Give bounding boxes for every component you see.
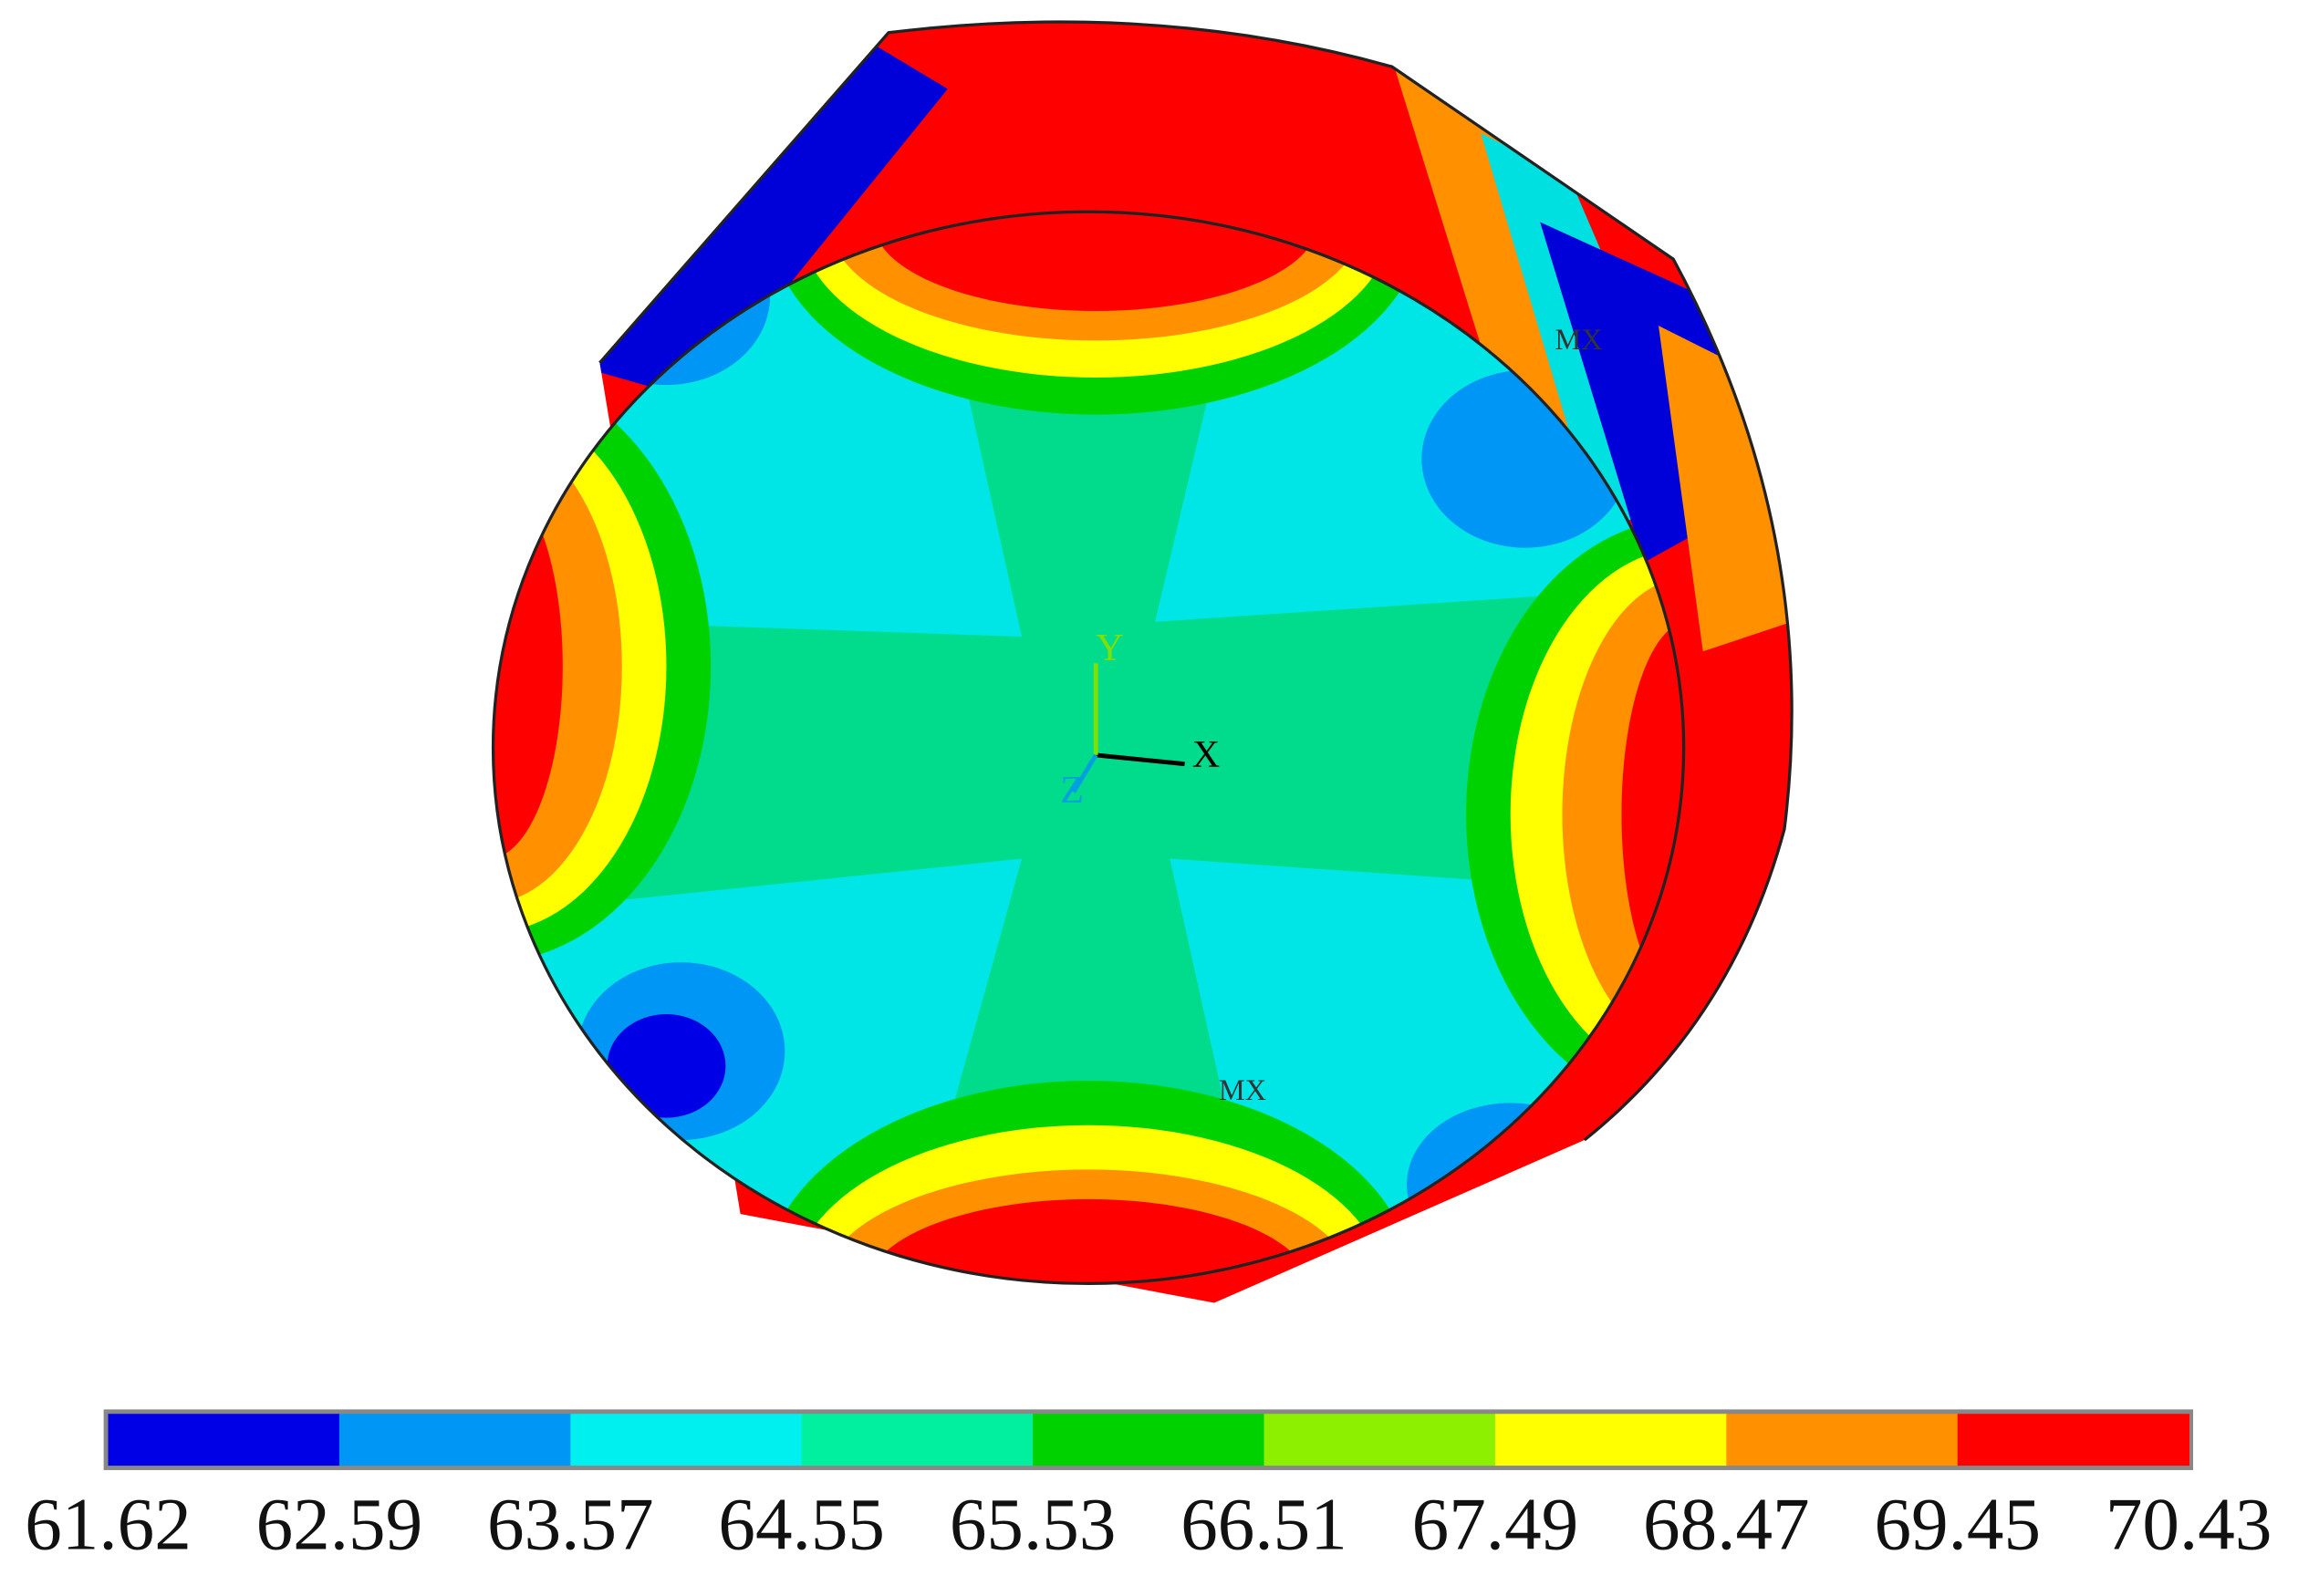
colorbar-swatch <box>1726 1414 1959 1466</box>
colorbar-swatch <box>338 1414 572 1466</box>
hot-left <box>493 369 712 963</box>
colorbar-label: 67.49 <box>1412 1484 1579 1566</box>
stator-face <box>493 212 1684 1284</box>
colorbar: 61.62 62.59 63.57 64.55 65.53 66.51 67.49 68.47… <box>25 1409 2272 1566</box>
axis-label: Z <box>1060 769 1084 812</box>
colorbar-swatch <box>801 1414 1034 1466</box>
motor-model: X Y Z MX MX <box>491 20 1794 1303</box>
max-marker: MX <box>1555 324 1602 357</box>
colorbar-swatch <box>1957 1414 2189 1466</box>
colorbar-label: 61.62 <box>25 1484 192 1566</box>
axis-label: Y <box>1096 627 1123 669</box>
hot-bottom <box>762 1081 1415 1284</box>
colorbar-label: 70.43 <box>2106 1484 2272 1566</box>
colorbar-label: 65.53 <box>950 1484 1117 1566</box>
max-marker: MX <box>1219 1074 1266 1107</box>
colorbar-label: 66.51 <box>1180 1484 1347 1566</box>
axis-label: X <box>1192 733 1220 776</box>
colorbar-label: 69.45 <box>1874 1484 2041 1566</box>
colorbar-swatch <box>108 1414 340 1466</box>
colorbar-swatch <box>1263 1414 1496 1466</box>
colorbar-label: 68.47 <box>1643 1484 1810 1566</box>
colorbar-label: 62.59 <box>256 1484 423 1566</box>
colorbar-swatch <box>1033 1414 1265 1466</box>
colorbar-swatch <box>570 1414 803 1466</box>
triad: X Y Z <box>1060 627 1220 812</box>
hot-top <box>770 212 1422 415</box>
colorbar-label: 64.55 <box>718 1484 885 1566</box>
colorbar-swatch <box>1494 1414 1728 1466</box>
colorbar-label: 63.57 <box>487 1484 654 1566</box>
